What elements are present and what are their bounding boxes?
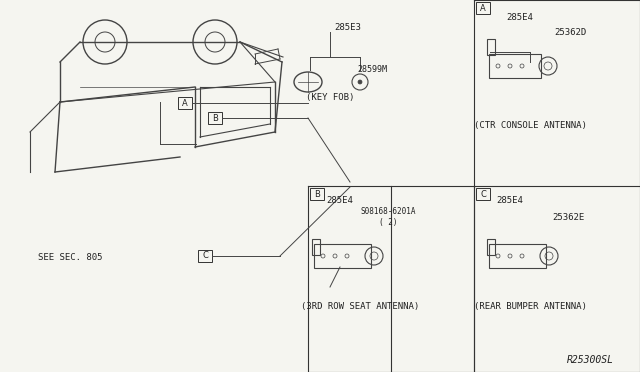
Circle shape [358, 80, 362, 84]
Text: 285E3: 285E3 [335, 22, 362, 32]
Text: 25362D: 25362D [554, 28, 586, 36]
Text: B: B [314, 189, 320, 199]
Text: (REAR BUMPER ANTENNA): (REAR BUMPER ANTENNA) [474, 302, 586, 311]
Text: C: C [202, 251, 208, 260]
Text: SEE SEC. 805: SEE SEC. 805 [38, 253, 102, 262]
Text: C: C [480, 189, 486, 199]
Text: 285E4: 285E4 [497, 196, 524, 205]
Text: 285E4: 285E4 [326, 196, 353, 205]
Text: A: A [182, 99, 188, 108]
Text: (CTR CONSOLE ANTENNA): (CTR CONSOLE ANTENNA) [474, 121, 586, 129]
Text: B: B [212, 113, 218, 122]
Text: 285E4: 285E4 [507, 13, 533, 22]
Text: 25362E: 25362E [552, 212, 584, 221]
Text: (KEY FOB): (KEY FOB) [306, 93, 354, 102]
Text: R25300SL: R25300SL [566, 355, 614, 365]
Text: (3RD ROW SEAT ANTENNA): (3RD ROW SEAT ANTENNA) [301, 302, 419, 311]
Text: S08168-6201A
( 2): S08168-6201A ( 2) [360, 207, 416, 227]
Text: A: A [480, 3, 486, 13]
Text: 28599M: 28599M [357, 64, 387, 74]
